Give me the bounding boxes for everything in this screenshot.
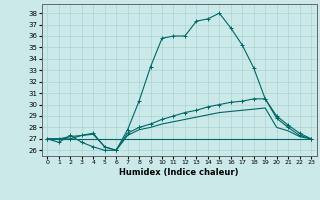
X-axis label: Humidex (Indice chaleur): Humidex (Indice chaleur)	[119, 168, 239, 177]
